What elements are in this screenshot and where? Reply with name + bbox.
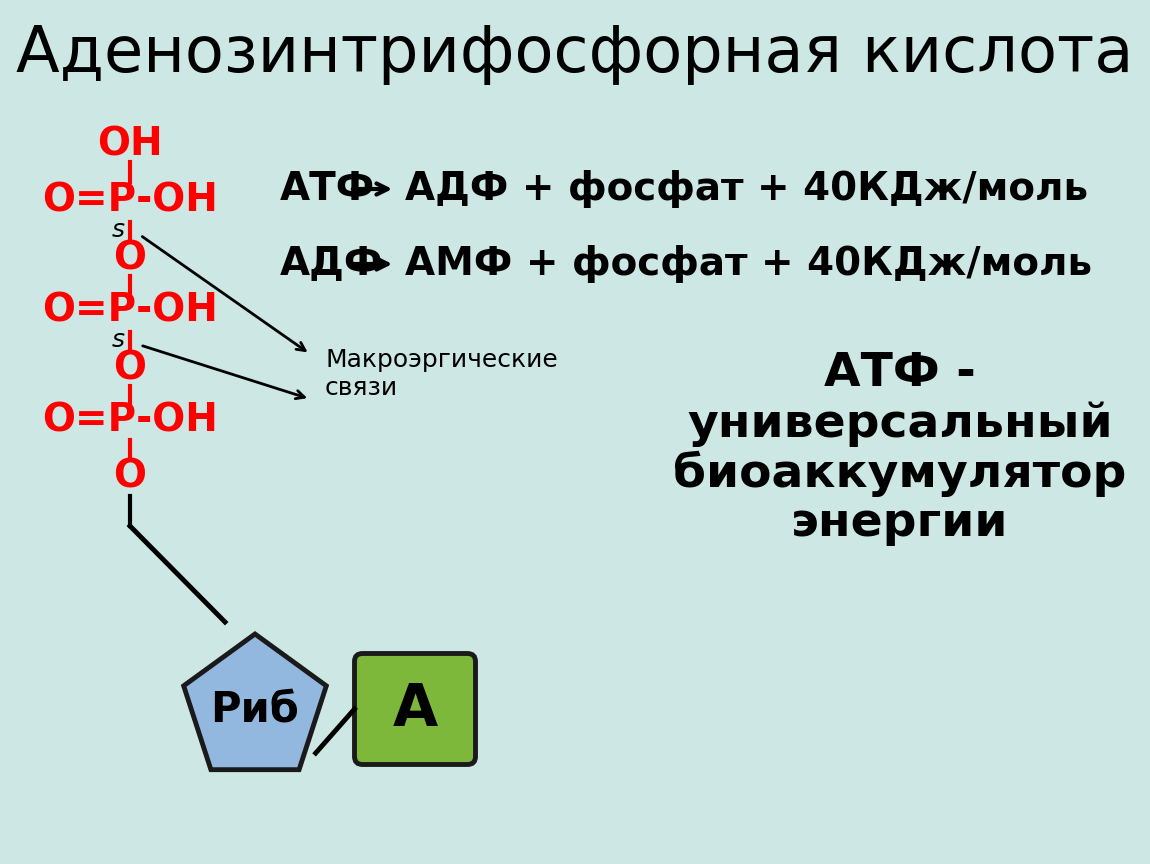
Text: О=Р-ОН: О=Р-ОН — [43, 181, 218, 219]
Polygon shape — [184, 634, 327, 770]
Text: О: О — [114, 239, 146, 277]
Text: универсальный: универсальный — [688, 401, 1113, 447]
Text: О: О — [114, 457, 146, 495]
Text: АДФ + фосфат + 40КДж/моль: АДФ + фосфат + 40КДж/моль — [405, 170, 1088, 208]
Text: О=Р-ОН: О=Р-ОН — [43, 401, 218, 439]
Text: Аденозинтрифосфорная кислота: Аденозинтрифосфорная кислота — [16, 23, 1134, 85]
Text: Риб: Риб — [210, 688, 299, 730]
Text: АМФ + фосфат + 40КДж/моль: АМФ + фосфат + 40КДж/моль — [405, 245, 1092, 283]
Text: s: s — [112, 328, 124, 352]
Text: АТФ -: АТФ - — [825, 352, 976, 397]
Text: ОН: ОН — [98, 125, 163, 163]
Text: s: s — [112, 218, 124, 242]
Text: энергии: энергии — [791, 501, 1009, 547]
Text: Макроэргические
связи: Макроэргические связи — [325, 348, 558, 400]
Text: АТФ: АТФ — [279, 170, 375, 208]
Text: А: А — [392, 681, 437, 738]
Text: АДФ: АДФ — [279, 245, 383, 283]
Text: О=Р-ОН: О=Р-ОН — [43, 291, 218, 329]
Text: биоаккумулятор: биоаккумулятор — [673, 451, 1127, 497]
FancyBboxPatch shape — [354, 653, 475, 765]
Text: О: О — [114, 349, 146, 387]
